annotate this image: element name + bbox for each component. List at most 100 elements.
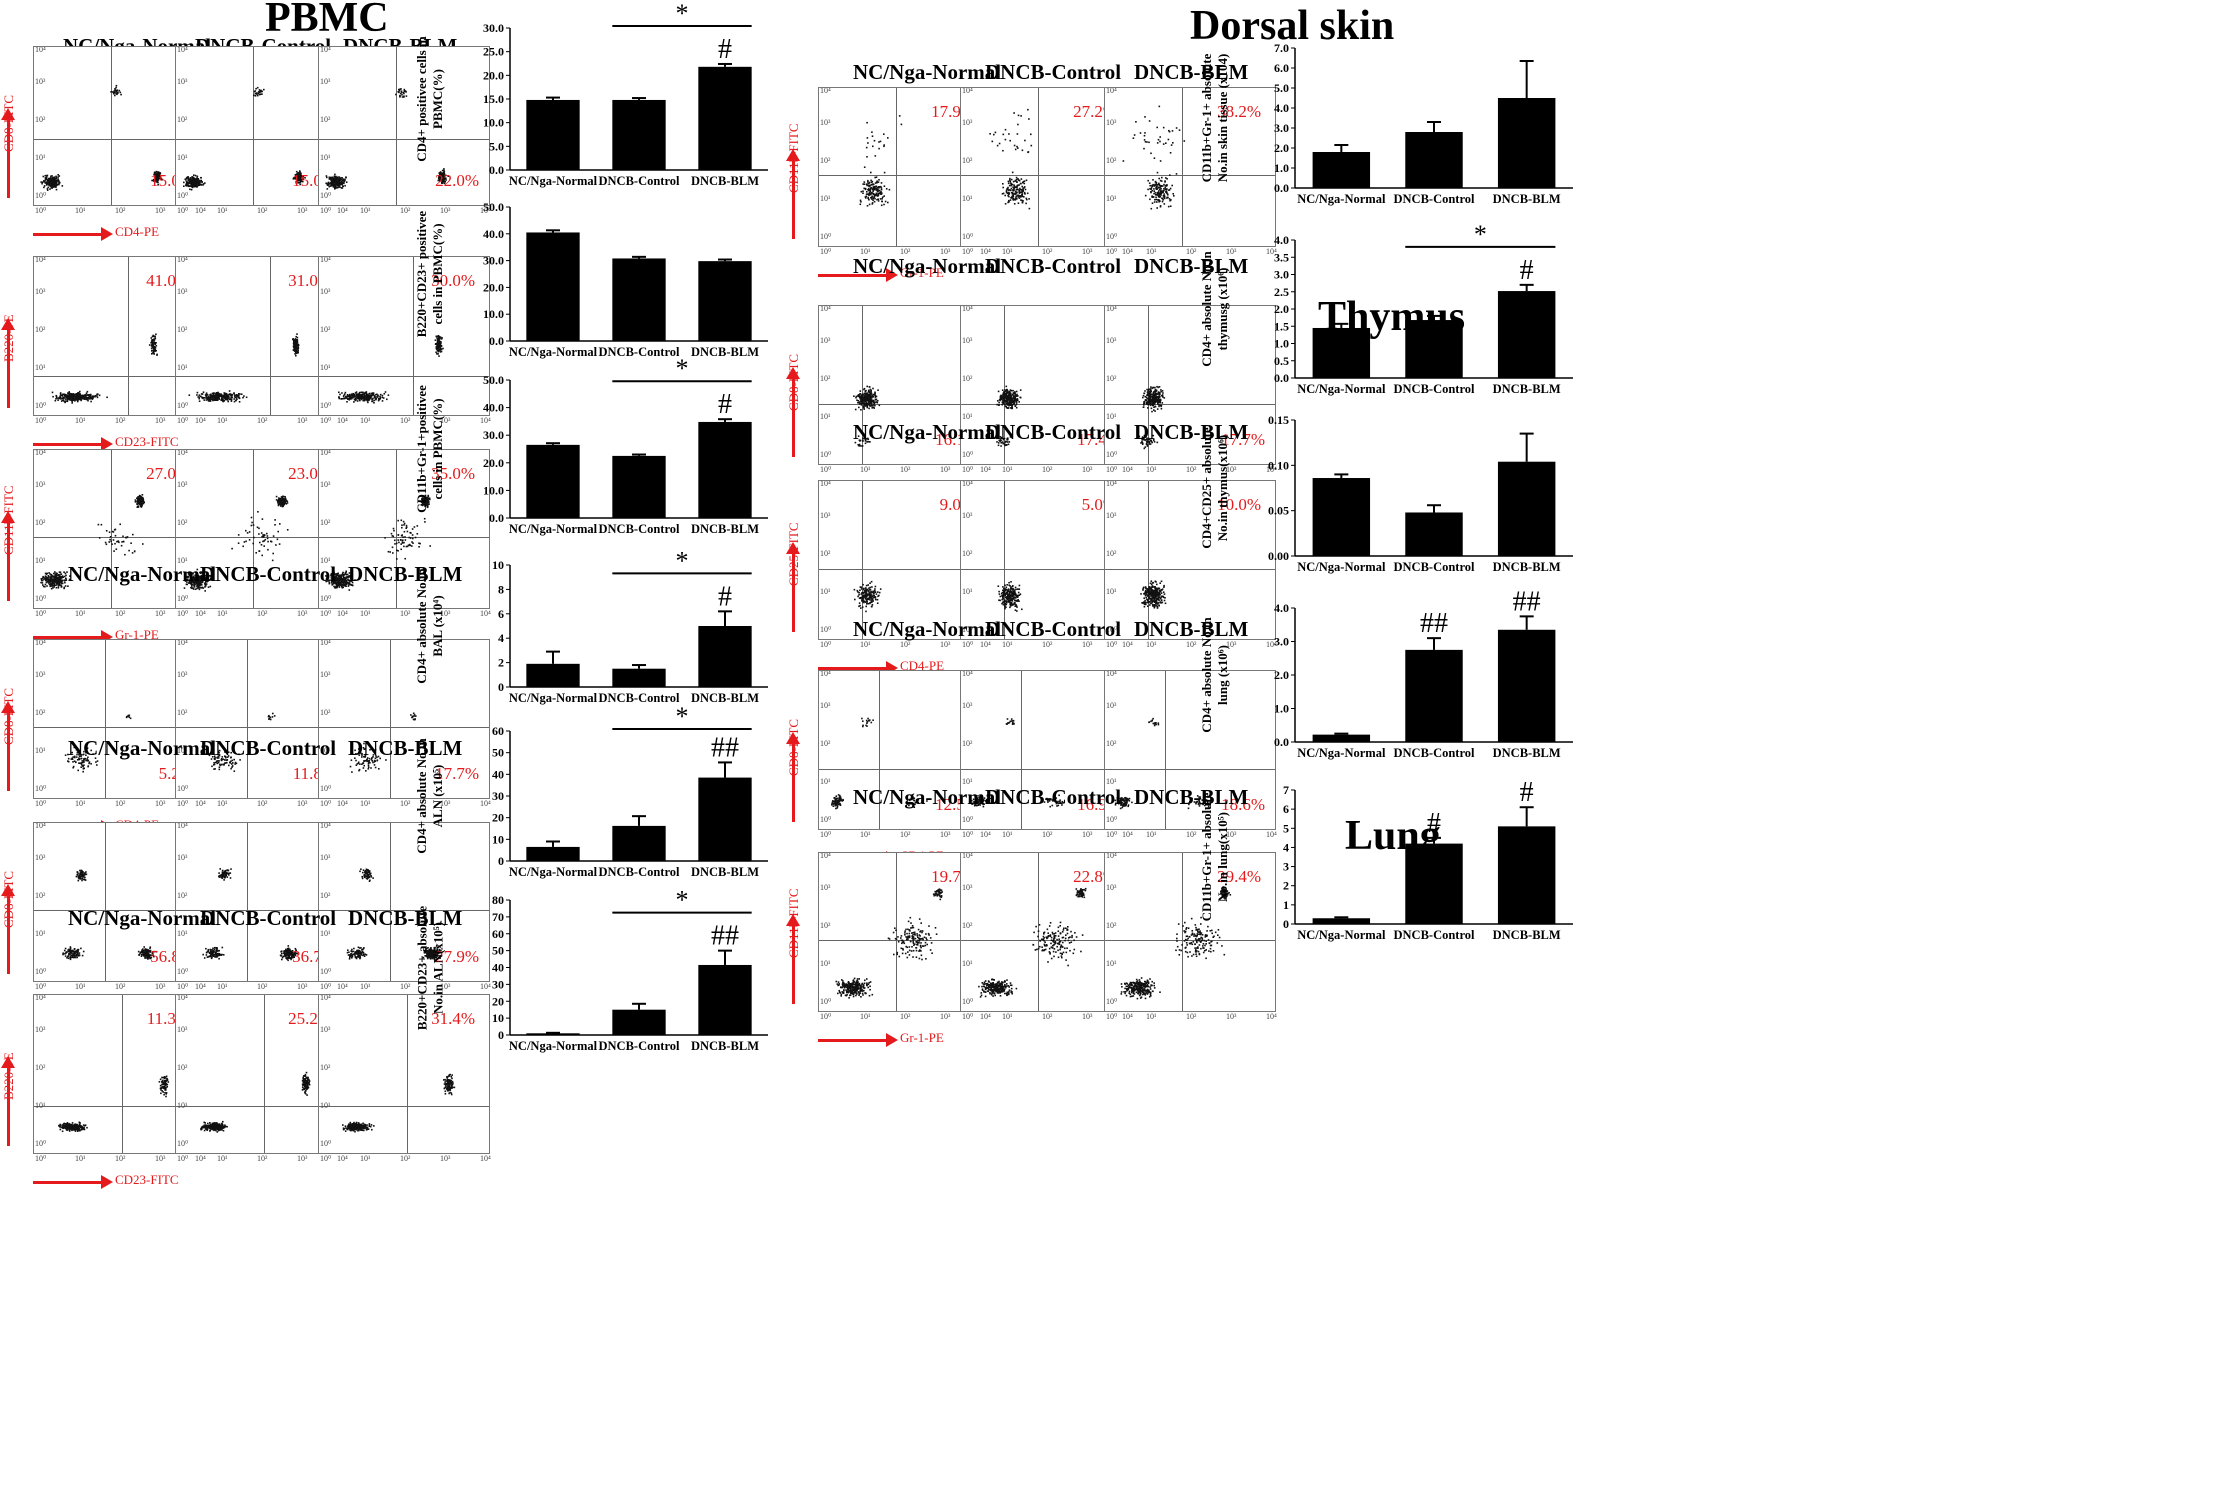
event-dot xyxy=(94,394,97,397)
event-dot xyxy=(294,345,297,347)
event-dot xyxy=(190,182,192,185)
event-dot xyxy=(42,584,44,586)
event-dot xyxy=(412,718,415,721)
event-dot xyxy=(299,180,302,182)
event-dot xyxy=(296,342,299,344)
event-dot xyxy=(348,572,351,574)
event-dot xyxy=(342,185,344,187)
event-dot xyxy=(356,951,359,953)
quadrant-gate-horizontal xyxy=(319,375,489,377)
event-dot xyxy=(192,580,194,583)
event-dot xyxy=(370,767,372,769)
event-dot xyxy=(412,712,415,715)
event-dot xyxy=(139,503,142,505)
event-dot xyxy=(411,545,413,547)
event-dot xyxy=(203,399,206,401)
y-axis-label: CD8-FITC xyxy=(1,870,16,928)
event-dot xyxy=(347,949,349,951)
y-tick-label: 10⁰ xyxy=(177,594,189,603)
event-dot xyxy=(149,947,151,949)
event-dot xyxy=(337,582,340,585)
x-tick-label: 10⁰ xyxy=(35,799,47,808)
event-dot xyxy=(76,397,78,399)
event-dot xyxy=(350,574,352,577)
event-dot xyxy=(331,181,334,184)
event-dot xyxy=(77,875,80,878)
x-axis-label: CD4-PE xyxy=(115,224,160,239)
event-dot xyxy=(374,760,377,762)
event-dot xyxy=(48,572,50,574)
event-dot xyxy=(342,581,345,583)
x-tick-label: 10¹ xyxy=(217,416,228,425)
event-dot xyxy=(357,396,360,399)
event-dot xyxy=(79,762,81,764)
event-dot xyxy=(344,184,346,187)
event-dot xyxy=(281,501,284,503)
event-dot xyxy=(193,579,195,582)
event-dot xyxy=(429,950,431,952)
event-dot xyxy=(279,501,281,504)
event-dot xyxy=(362,767,365,769)
event-dot xyxy=(213,763,216,766)
event-dot xyxy=(258,550,260,552)
event-dot xyxy=(432,956,434,958)
event-dot xyxy=(425,504,428,506)
event-dot xyxy=(211,397,213,399)
event-dot xyxy=(186,181,188,183)
y-tick-label: 10³ xyxy=(35,670,46,679)
event-dot xyxy=(397,539,399,541)
event-dot xyxy=(216,953,219,956)
event-dot xyxy=(198,400,201,402)
event-dot xyxy=(413,715,415,717)
event-dot xyxy=(226,761,228,764)
event-dot xyxy=(72,954,74,956)
event-dot xyxy=(293,956,295,958)
event-dot xyxy=(443,178,445,180)
event-dot xyxy=(141,500,144,503)
event-dot xyxy=(48,177,50,180)
scatter-dots xyxy=(346,868,442,961)
event-dot xyxy=(394,539,396,542)
event-dot xyxy=(438,339,440,341)
x-tick-label: 10¹ xyxy=(360,416,371,425)
event-dot xyxy=(427,947,429,949)
event-dot xyxy=(81,877,83,880)
event-dot xyxy=(82,761,84,764)
event-dot xyxy=(128,716,131,718)
event-dot xyxy=(159,175,161,178)
event-dot xyxy=(338,576,340,578)
event-dot xyxy=(354,956,357,958)
event-dot xyxy=(341,584,344,586)
event-dot xyxy=(194,579,196,582)
event-dot xyxy=(367,401,369,404)
event-dot xyxy=(55,178,58,180)
event-dot xyxy=(240,393,243,395)
event-dot xyxy=(194,579,197,582)
y-tick-label: 10⁴ xyxy=(35,46,46,54)
event-dot xyxy=(142,497,144,500)
event-dot xyxy=(217,397,219,399)
event-dot xyxy=(213,768,215,770)
event-dot xyxy=(44,572,47,575)
event-dot xyxy=(402,536,404,538)
event-dot xyxy=(80,763,83,765)
scatter-dots xyxy=(58,1075,170,1133)
event-dot xyxy=(356,952,358,955)
event-dot xyxy=(63,579,66,581)
event-dot xyxy=(229,761,231,764)
event-dot xyxy=(154,347,157,349)
event-dot xyxy=(208,955,210,958)
event-dot xyxy=(416,525,419,527)
event-dot xyxy=(140,500,142,502)
x-tick-label: 10³ xyxy=(155,982,166,991)
event-dot xyxy=(379,757,381,760)
event-dot xyxy=(285,956,288,959)
event-dot xyxy=(231,393,234,396)
event-dot xyxy=(142,543,144,545)
event-dot xyxy=(55,580,58,582)
event-dot xyxy=(392,552,394,554)
event-dot xyxy=(63,394,66,397)
event-dot xyxy=(447,175,449,177)
event-dot xyxy=(367,398,369,400)
event-dot xyxy=(282,952,285,954)
